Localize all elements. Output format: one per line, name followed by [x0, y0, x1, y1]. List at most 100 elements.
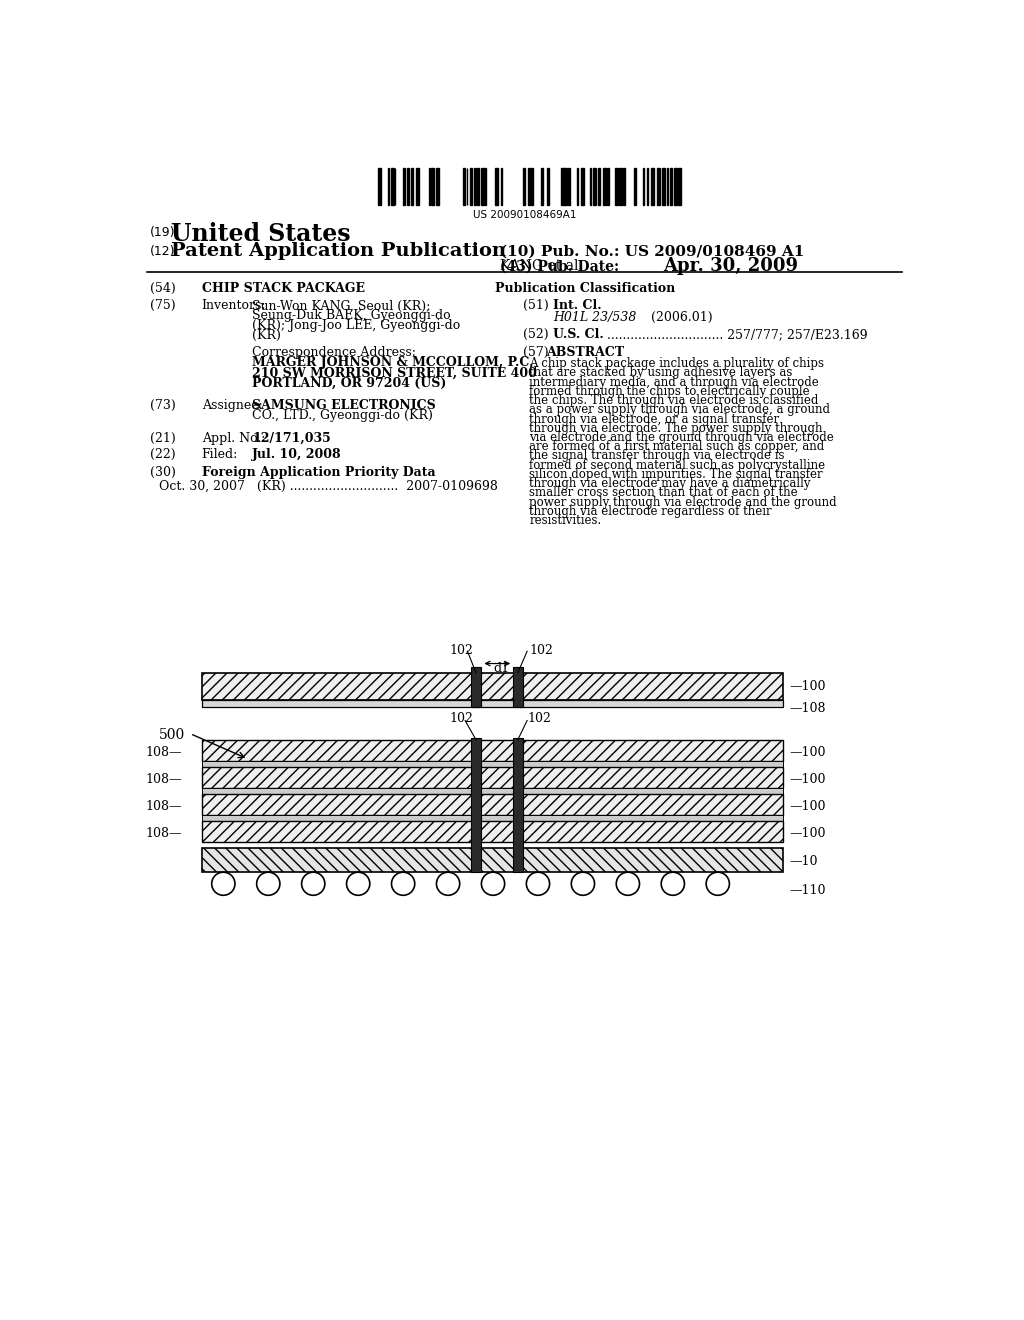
Text: —100: —100: [790, 774, 825, 785]
Text: KANG et al.: KANG et al.: [500, 259, 583, 272]
Text: A chip stack package includes a plurality of chips: A chip stack package includes a pluralit…: [529, 358, 824, 370]
Bar: [481, 168, 483, 205]
Text: Sun-Won KANG, Seoul (KR);: Sun-Won KANG, Seoul (KR);: [252, 300, 430, 313]
Text: Seung-Duk BAEK, Gyeonggi-do: Seung-Duk BAEK, Gyeonggi-do: [252, 309, 451, 322]
Text: (19): (19): [150, 226, 175, 239]
Bar: [417, 168, 419, 205]
Text: H01L 23/538: H01L 23/538: [553, 312, 636, 323]
Text: (12): (12): [150, 244, 175, 257]
Text: CO., LTD., Gyeonggi-do (KR): CO., LTD., Gyeonggi-do (KR): [252, 409, 433, 421]
Text: 108—: 108—: [145, 826, 182, 840]
Text: (30): (30): [150, 466, 175, 479]
Bar: [471, 738, 481, 873]
Bar: [407, 168, 409, 205]
Text: United States: United States: [171, 222, 350, 247]
Text: (43) Pub. Date:: (43) Pub. Date:: [500, 260, 620, 275]
Bar: [564, 168, 566, 205]
Text: 108—: 108—: [145, 774, 182, 785]
Text: .............................. 257/777; 257/E23.169: .............................. 257/777; …: [607, 327, 867, 341]
Bar: [561, 168, 563, 205]
Text: 108—: 108—: [145, 800, 182, 813]
Text: intermediary media, and a through via electrode: intermediary media, and a through via el…: [529, 376, 819, 388]
Bar: [378, 168, 381, 205]
Bar: [431, 168, 434, 205]
Bar: [391, 168, 394, 205]
Text: formed through the chips to electrically couple: formed through the chips to electrically…: [529, 385, 810, 397]
Text: (2006.01): (2006.01): [651, 312, 713, 323]
Bar: [513, 738, 523, 873]
Bar: [523, 168, 524, 205]
Circle shape: [436, 873, 460, 895]
Text: SAMSUNG ELECTRONICS: SAMSUNG ELECTRONICS: [252, 399, 436, 412]
Text: 210 SW MORRISON STREET, SUITE 400: 210 SW MORRISON STREET, SUITE 400: [252, 367, 537, 379]
Bar: [577, 168, 579, 205]
Text: MARGER JOHNSON & MCCOLLOM, P.C.: MARGER JOHNSON & MCCOLLOM, P.C.: [252, 356, 534, 370]
Circle shape: [346, 873, 370, 895]
Text: —100: —100: [790, 826, 825, 840]
Text: —108: —108: [790, 702, 825, 715]
Text: (KR): (KR): [252, 330, 281, 342]
Bar: [547, 168, 549, 205]
Text: through via electrode, or a signal transfer: through via electrode, or a signal trans…: [529, 412, 779, 425]
Text: 12/171,035: 12/171,035: [252, 432, 331, 445]
Bar: [496, 168, 498, 205]
Text: are formed of a first material such as copper, and: are formed of a first material such as c…: [529, 441, 824, 453]
Bar: [541, 168, 544, 205]
Circle shape: [526, 873, 550, 895]
Circle shape: [391, 873, 415, 895]
Text: —10: —10: [790, 855, 817, 869]
Circle shape: [662, 873, 684, 895]
Text: 102: 102: [450, 644, 473, 656]
Text: (KR); Jong-Joo LEE, Gyeonggi-do: (KR); Jong-Joo LEE, Gyeonggi-do: [252, 319, 460, 333]
Text: the signal transfer through via electrode is: the signal transfer through via electrod…: [529, 449, 785, 462]
Text: ABSTRACT: ABSTRACT: [546, 346, 625, 359]
Bar: [568, 168, 569, 205]
Text: Int. Cl.: Int. Cl.: [553, 300, 601, 313]
Text: (10) Pub. No.: US 2009/0108469 A1: (10) Pub. No.: US 2009/0108469 A1: [500, 244, 805, 259]
Text: —100: —100: [790, 746, 825, 759]
Text: 102: 102: [450, 711, 473, 725]
Bar: [598, 168, 600, 205]
Circle shape: [257, 873, 280, 895]
Bar: [202, 793, 783, 816]
Text: formed of second material such as polycrystalline: formed of second material such as polycr…: [529, 459, 825, 471]
Text: Appl. No.:: Appl. No.:: [202, 432, 265, 445]
Text: power supply through via electrode and the ground: power supply through via electrode and t…: [529, 496, 837, 508]
Text: Oct. 30, 2007   (KR) ............................  2007-0109698: Oct. 30, 2007 (KR) .....................…: [159, 480, 498, 494]
Bar: [614, 168, 617, 205]
Text: as a power supply through via electrode, a ground: as a power supply through via electrode,…: [529, 404, 830, 416]
Bar: [202, 816, 783, 821]
Bar: [202, 739, 783, 762]
Bar: [202, 673, 783, 701]
Bar: [202, 767, 783, 788]
Text: (22): (22): [150, 447, 175, 461]
Circle shape: [571, 873, 595, 895]
Bar: [582, 168, 584, 205]
Bar: [477, 168, 479, 205]
Text: 102: 102: [529, 644, 553, 656]
Bar: [202, 788, 783, 793]
Text: Filed:: Filed:: [202, 447, 238, 461]
Text: Foreign Application Priority Data: Foreign Application Priority Data: [202, 466, 435, 479]
Text: —100: —100: [790, 681, 825, 693]
Text: Publication Classification: Publication Classification: [496, 281, 676, 294]
Text: 108—: 108—: [145, 746, 182, 759]
Text: the chips. The through via electrode is classified: the chips. The through via electrode is …: [529, 395, 819, 407]
Bar: [634, 168, 636, 205]
Text: Correspondence Address:: Correspondence Address:: [252, 346, 416, 359]
Circle shape: [707, 873, 729, 895]
Bar: [651, 168, 654, 205]
Bar: [411, 168, 414, 205]
Bar: [470, 168, 472, 205]
Text: 102: 102: [527, 711, 551, 725]
Text: Inventors:: Inventors:: [202, 300, 266, 313]
Bar: [435, 168, 438, 205]
Text: (54): (54): [150, 281, 175, 294]
Text: that are stacked by using adhesive layers as: that are stacked by using adhesive layer…: [529, 367, 793, 379]
Circle shape: [302, 873, 325, 895]
Text: through via electrode may have a diametrically: through via electrode may have a diametr…: [529, 478, 811, 490]
Text: (75): (75): [150, 300, 175, 313]
Text: (57): (57): [523, 346, 549, 359]
Text: smaller cross section than that of each of the: smaller cross section than that of each …: [529, 487, 798, 499]
Text: through via electrode regardless of their: through via electrode regardless of thei…: [529, 506, 772, 517]
